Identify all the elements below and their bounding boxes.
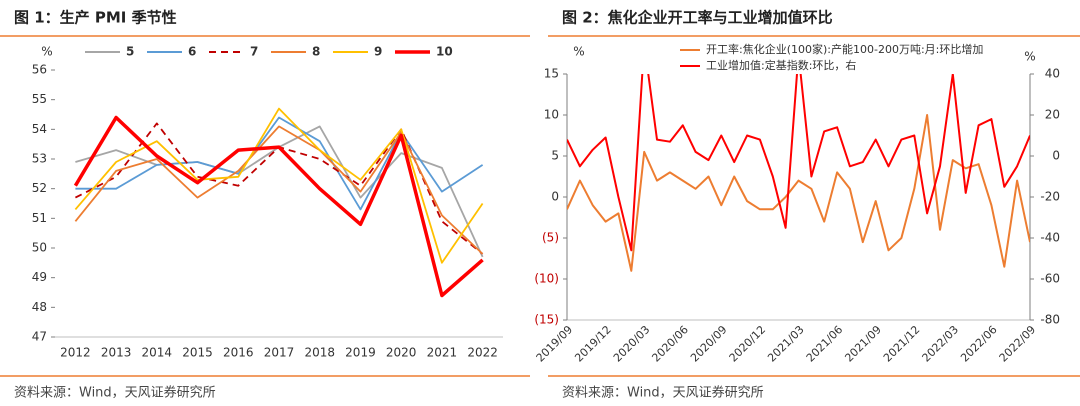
legend-label: 10 [436,45,453,59]
x-tick-label: 2021 [427,346,458,360]
x-tick-label: 2020/03 [611,323,653,365]
legend-label: 5 [126,45,134,59]
x-tick-label: 2020/09 [688,323,730,365]
x-tick-label: 2022/03 [920,323,962,365]
x-tick-label: 2021/12 [881,323,923,365]
x-tick-label: 2021/09 [842,323,884,365]
x-tick-label: 2022 [467,346,498,360]
y-tick-label: 51 [32,211,47,225]
y-tick-label: (10) [534,272,559,286]
y-tick-label: 48 [32,300,47,314]
y-tick-label: 10 [544,108,559,122]
x-tick-label: 2017 [264,346,295,360]
x-tick-label: 2022/09 [997,323,1039,365]
y2-tick-label: -20 [1040,190,1060,204]
source: 资料来源：Wind，天风证券研究所 [14,385,216,401]
x-tick-label: 2020 [386,346,417,360]
x-tick-label: 2019/12 [572,323,614,365]
series-line [74,107,484,264]
y-tick-label: 49 [32,270,47,284]
series-line [75,116,484,211]
y-tick-label: 50 [32,241,47,255]
y-tick-label: 55 [32,92,47,106]
x-tick-label: 2019/09 [534,323,576,365]
x-tick-label: 2019 [345,346,376,360]
y-axis-label: % [41,45,52,59]
y2-tick-label: 20 [1045,108,1060,122]
legend-label: 8 [312,45,320,59]
x-tick-label: 2013 [101,346,132,360]
y2-tick-label: 0 [1052,149,1060,163]
y-tick-label: 54 [32,122,47,136]
y-tick-label: (5) [542,231,559,245]
y2-axis-label: % [1024,50,1035,64]
y-tick-label: 5 [551,149,559,163]
series-line [73,115,484,298]
series-line [74,122,484,255]
y2-tick-label: -80 [1040,313,1060,327]
y2-tick-label: -40 [1040,231,1060,245]
x-tick-label: 2021/03 [765,323,807,365]
source: 资料来源：Wind，天风证券研究所 [562,385,764,401]
legend-label: 工业增加值:定基指数:环比，右 [706,58,856,72]
legend-label: 6 [188,45,196,59]
x-tick-label: 2014 [142,346,173,360]
y-tick-label: 0 [551,190,559,204]
x-tick-label: 2021/06 [804,323,846,365]
chart-title: 图 2：焦化企业开工率与工业增加值环比 [562,9,833,27]
legend-label: 9 [374,45,382,59]
y-tick-label: 56 [32,63,47,77]
y-tick-label: 47 [32,330,47,344]
y2-tick-label: -60 [1040,272,1060,286]
x-tick-label: 2022/06 [958,323,1000,365]
y-tick-label: 53 [32,152,47,166]
y-tick-label: 15 [544,67,559,81]
y-tick-label: 52 [32,181,47,195]
x-tick-label: 2016 [223,346,254,360]
x-tick-label: 2012 [60,346,91,360]
x-tick-label: 2020/12 [727,323,769,365]
legend-label: 7 [250,45,258,59]
chart-title: 图 1：生产 PMI 季节性 [14,9,177,27]
legend-label: 开工率:焦化企业(100家):产能100-200万吨:月:环比增加 [706,42,983,56]
series-line [74,125,484,255]
y-axis-label: % [573,45,584,59]
x-tick-label: 2015 [182,346,213,360]
y2-tick-label: 40 [1045,67,1060,81]
x-tick-label: 2020/06 [649,323,691,365]
x-tick-label: 2018 [304,346,335,360]
series-line [567,114,1030,272]
y-tick-label: (15) [534,313,559,327]
